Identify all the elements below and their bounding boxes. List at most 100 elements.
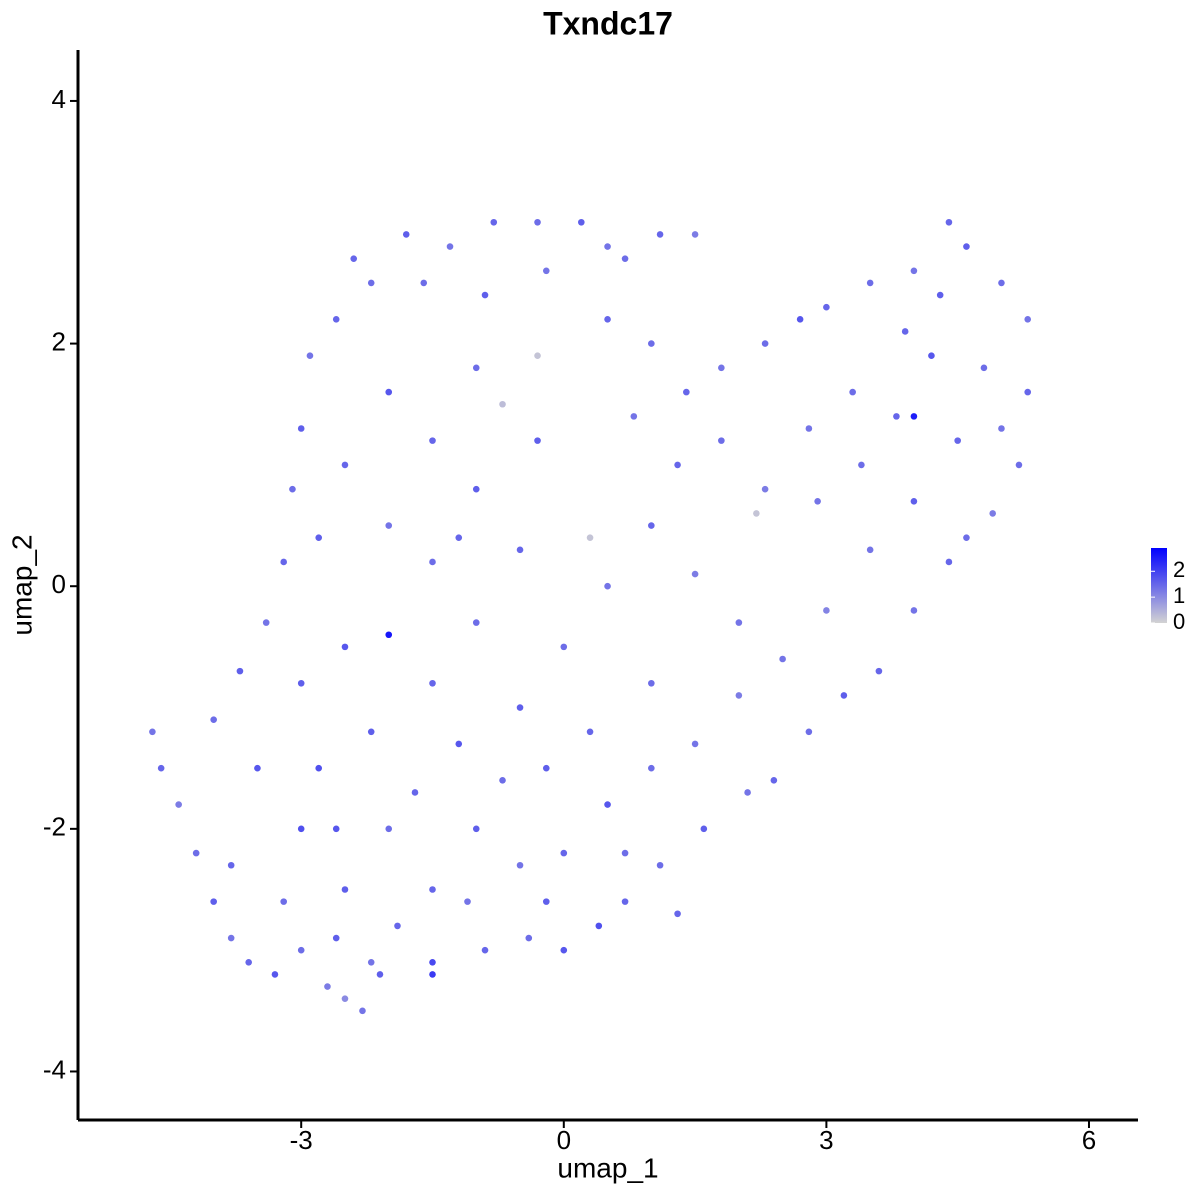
cell-point xyxy=(516,861,524,869)
cell-point xyxy=(341,643,349,651)
cell-point xyxy=(630,413,638,420)
cell-point xyxy=(963,534,970,541)
cell-point xyxy=(718,437,725,444)
cell-point xyxy=(656,231,664,238)
cell-point xyxy=(472,364,480,372)
cell-point xyxy=(779,655,786,663)
cell-point xyxy=(1024,316,1032,323)
x-tick-label: 0 xyxy=(557,1125,571,1155)
cell-point xyxy=(516,546,524,554)
cell-point xyxy=(332,316,340,323)
cell-point xyxy=(542,898,550,905)
cell-point xyxy=(814,497,821,505)
cell-point xyxy=(604,243,611,250)
cell-point xyxy=(394,922,401,930)
cell-point xyxy=(928,352,935,360)
cell-point xyxy=(324,983,331,990)
cell-point xyxy=(761,340,769,347)
cell-point xyxy=(866,279,874,287)
cell-point xyxy=(341,995,349,1002)
cell-point xyxy=(604,316,611,323)
colorbar xyxy=(1151,548,1167,623)
cell-point xyxy=(280,898,287,905)
x-tick-label: -3 xyxy=(290,1125,313,1155)
colorbar-tick-label: 0 xyxy=(1173,609,1185,634)
cell-point xyxy=(858,461,865,469)
cell-point xyxy=(648,679,655,687)
y-tick-label: 2 xyxy=(52,326,66,356)
cell-point xyxy=(350,255,358,262)
cell-point xyxy=(604,801,611,808)
cell-point xyxy=(157,764,165,772)
y-tick-label: -4 xyxy=(43,1054,66,1084)
cell-point xyxy=(149,728,156,736)
cell-point xyxy=(411,789,419,796)
cell-point xyxy=(455,740,463,748)
cell-point xyxy=(621,898,629,905)
cell-point xyxy=(735,692,743,699)
cell-point xyxy=(621,255,629,262)
cell-point xyxy=(385,388,393,396)
chart-title: Txndc17 xyxy=(543,5,673,41)
cell-point xyxy=(998,425,1005,432)
cell-point xyxy=(315,534,323,541)
cell-point xyxy=(718,364,725,372)
cell-point xyxy=(490,218,498,226)
cell-point xyxy=(604,582,611,590)
cell-point xyxy=(998,279,1005,287)
colorbar-tick-label: 2 xyxy=(1173,557,1185,582)
x-tick-label: 3 xyxy=(819,1125,833,1155)
y-tick-label: -2 xyxy=(43,812,66,842)
cell-point xyxy=(866,546,874,554)
cell-point xyxy=(472,619,480,626)
cell-point xyxy=(840,692,848,699)
cell-point xyxy=(385,631,393,639)
cell-point xyxy=(560,849,568,857)
cell-point xyxy=(429,971,436,978)
cell-point xyxy=(805,728,813,736)
cell-point xyxy=(385,522,393,529)
cell-point xyxy=(805,425,813,432)
cell-point xyxy=(735,619,743,626)
cell-point xyxy=(289,485,296,493)
cell-point xyxy=(910,413,918,420)
cell-point xyxy=(674,461,681,469)
cell-point xyxy=(648,764,655,772)
cell-point xyxy=(472,825,480,833)
cell-point xyxy=(560,946,568,954)
cell-point xyxy=(910,497,918,505)
cell-point xyxy=(980,364,988,372)
cell-point xyxy=(945,218,953,226)
cell-point xyxy=(761,485,769,493)
cell-point xyxy=(429,679,436,687)
x-axis-label: umap_1 xyxy=(557,1152,658,1183)
cell-point xyxy=(175,801,182,808)
cell-point xyxy=(910,267,918,275)
cell-point xyxy=(359,1007,366,1015)
cell-point xyxy=(753,510,760,517)
cell-point xyxy=(578,218,585,226)
cell-point xyxy=(683,388,690,396)
cell-point xyxy=(481,291,489,299)
cell-point xyxy=(823,607,830,614)
cell-point xyxy=(210,716,217,723)
cell-point xyxy=(875,667,883,675)
cell-point xyxy=(499,777,506,784)
cell-point xyxy=(280,558,287,566)
colorbar-tick-label: 1 xyxy=(1173,583,1185,608)
cell-point xyxy=(691,740,699,748)
cell-point xyxy=(534,218,541,226)
cell-point xyxy=(656,861,664,869)
cell-point xyxy=(700,825,708,833)
cell-point xyxy=(770,777,778,784)
cell-point xyxy=(472,485,480,493)
cell-point xyxy=(560,643,568,651)
cell-point xyxy=(446,243,454,250)
cell-point xyxy=(621,849,629,857)
cell-point xyxy=(429,958,436,966)
cell-point xyxy=(332,825,340,833)
cell-point xyxy=(192,849,200,857)
cell-point xyxy=(691,231,699,238)
cell-point xyxy=(297,825,305,833)
cell-point xyxy=(306,352,314,360)
